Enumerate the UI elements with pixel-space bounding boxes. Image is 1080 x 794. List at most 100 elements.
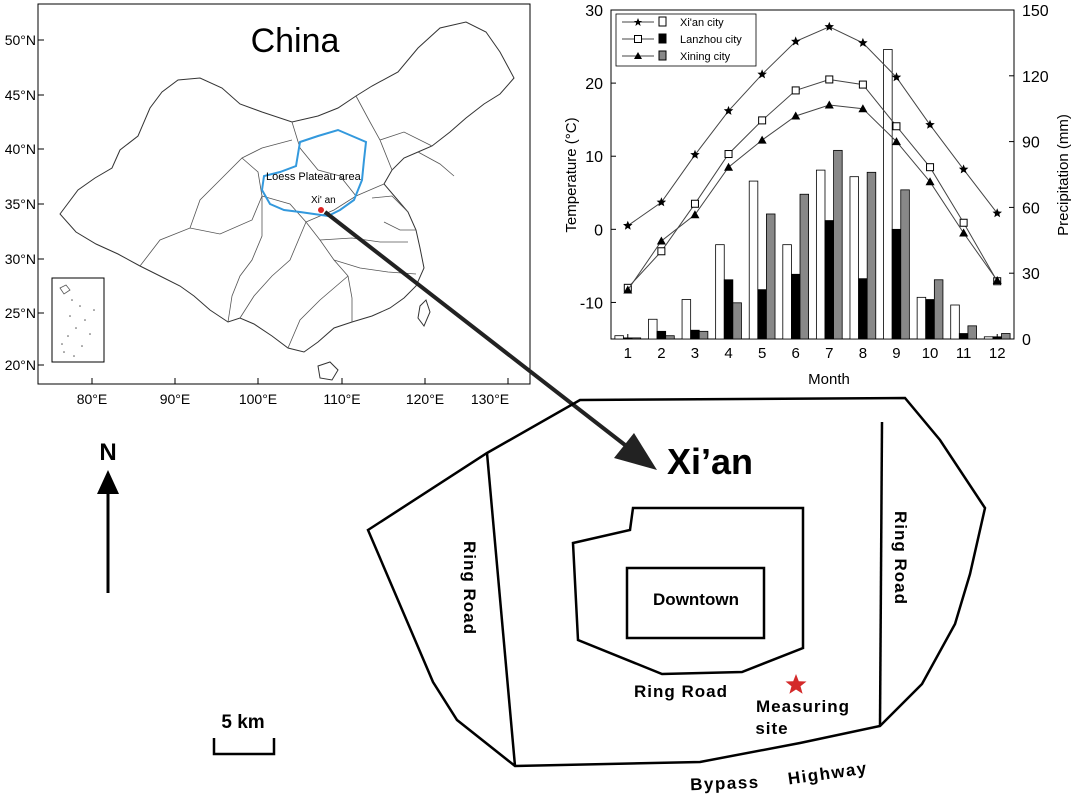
temperature-point	[791, 86, 800, 95]
chart-frame	[610, 9, 1015, 340]
precipitation-bar	[648, 318, 658, 340]
lat-label: 25°N	[5, 305, 36, 321]
y2-axis-label: Precipitation (mm)	[1055, 114, 1072, 236]
lat-label: 20°N	[5, 357, 36, 373]
loess-plateau-label: Loess Plateau area	[266, 171, 362, 183]
x-tick-label: 12	[989, 345, 1006, 362]
precipitation-bar	[866, 171, 877, 340]
temperature-point	[656, 197, 667, 207]
x-tick-label: 1	[624, 345, 632, 362]
precipitation-bar	[815, 169, 826, 340]
precipitation-bar	[791, 273, 801, 340]
legend-marker-square	[634, 35, 642, 43]
precipitation-bar	[656, 330, 667, 340]
south-china-sea-inset	[51, 277, 105, 363]
scale-bar-label: 5 km	[221, 712, 264, 733]
lat-label: 30°N	[5, 251, 36, 267]
temperature-point	[690, 210, 700, 219]
legend-marker-triangle	[634, 52, 642, 59]
scale-bar-line	[212, 738, 276, 756]
temperature-point	[758, 116, 767, 125]
ring-road-east	[878, 421, 884, 727]
lon-label: 100°E	[239, 391, 277, 407]
xian-city-map: Xi’an Downtown Ring Road Ring Road Ring …	[366, 396, 987, 794]
x-tick-label: 10	[922, 345, 939, 362]
temperature-point	[858, 80, 867, 89]
precipitation-bar	[833, 149, 843, 340]
temperature-point	[959, 218, 968, 227]
precipitation-bar	[900, 189, 910, 340]
temperature-point	[724, 150, 733, 159]
precipitation-bar	[925, 299, 935, 340]
x-tick-label: 5	[758, 345, 766, 362]
y-tick-label: 20	[585, 76, 603, 93]
north-arrow: N	[97, 439, 119, 593]
bypass-highway-outline	[366, 396, 987, 768]
legend-label: Xining city	[680, 51, 731, 63]
x-tick-label: 2	[657, 345, 665, 362]
lon-label: 80°E	[77, 391, 108, 407]
temperature-point	[690, 149, 700, 159]
y2-tick-label: 30	[1022, 266, 1040, 283]
precipitation-bar	[698, 330, 709, 340]
temperature-point	[958, 164, 969, 174]
precipitation-bar	[631, 337, 642, 340]
temperature-point	[656, 236, 666, 245]
precipitation-bar	[849, 176, 859, 340]
precipitation-bar	[933, 279, 944, 340]
precipitation-bar	[824, 220, 834, 340]
temperature-point	[757, 135, 767, 144]
legend-label: Lanzhou city	[680, 34, 742, 46]
temperature-lines	[623, 21, 1002, 294]
precipitation-bar	[723, 279, 734, 340]
north-arrow-head	[97, 470, 119, 494]
china-map-title: China	[251, 22, 340, 60]
scale-bar: 5 km	[212, 712, 276, 756]
precipitation-bar	[757, 289, 767, 340]
ring-road-label-left: Ring Road	[460, 541, 479, 635]
temperature-point	[791, 111, 801, 120]
lon-label: 130°E	[471, 391, 509, 407]
precipitation-bar	[614, 335, 624, 340]
x-tick-label: 9	[892, 345, 900, 362]
y-tick-label: 0	[594, 222, 603, 239]
temperature-point	[891, 137, 901, 146]
ring-road-label-inner: Ring Road	[634, 682, 728, 701]
precipitation-bar	[681, 299, 692, 340]
lat-label: 40°N	[5, 141, 36, 157]
taiwan-island	[417, 299, 431, 327]
lat-label: 45°N	[5, 87, 36, 103]
downtown-box	[625, 566, 766, 640]
precipitation-bar	[950, 304, 960, 340]
precipitation-bar	[967, 325, 977, 340]
temperature-point	[690, 199, 699, 208]
temperature-point	[824, 21, 834, 31]
china-map-frame	[37, 3, 531, 385]
precipitation-bar	[916, 296, 927, 340]
x-tick-label: 7	[825, 345, 833, 362]
precipitation-bar	[665, 335, 675, 340]
temperature-point	[926, 163, 935, 172]
temperature-point	[892, 122, 901, 131]
x-tick-label: 11	[956, 345, 972, 362]
temperature-point	[825, 75, 834, 84]
measuring-site-label-2: site	[755, 719, 788, 738]
temperature-line	[627, 26, 998, 227]
downtown-label: Downtown	[653, 590, 739, 609]
temperature-point	[992, 208, 1002, 218]
measuring-site-label: Measuring	[756, 697, 850, 716]
lat-label: 50°N	[5, 32, 36, 48]
temperature-line	[627, 104, 998, 291]
china-map: China 50°N 45°N 40°N 35°N 30°N 25°N 20°N…	[5, 3, 531, 407]
temperature-point	[657, 247, 666, 256]
xian-location-label: Xi' an	[311, 195, 336, 206]
lon-label: 90°E	[160, 391, 191, 407]
precipitation-bar	[1001, 333, 1011, 340]
temperature-point	[858, 104, 868, 113]
x-axis-label: Month	[808, 371, 850, 388]
precipitation-bar	[858, 278, 868, 340]
highway-label: Highway	[787, 759, 869, 789]
x-tick-label: 8	[859, 345, 867, 362]
